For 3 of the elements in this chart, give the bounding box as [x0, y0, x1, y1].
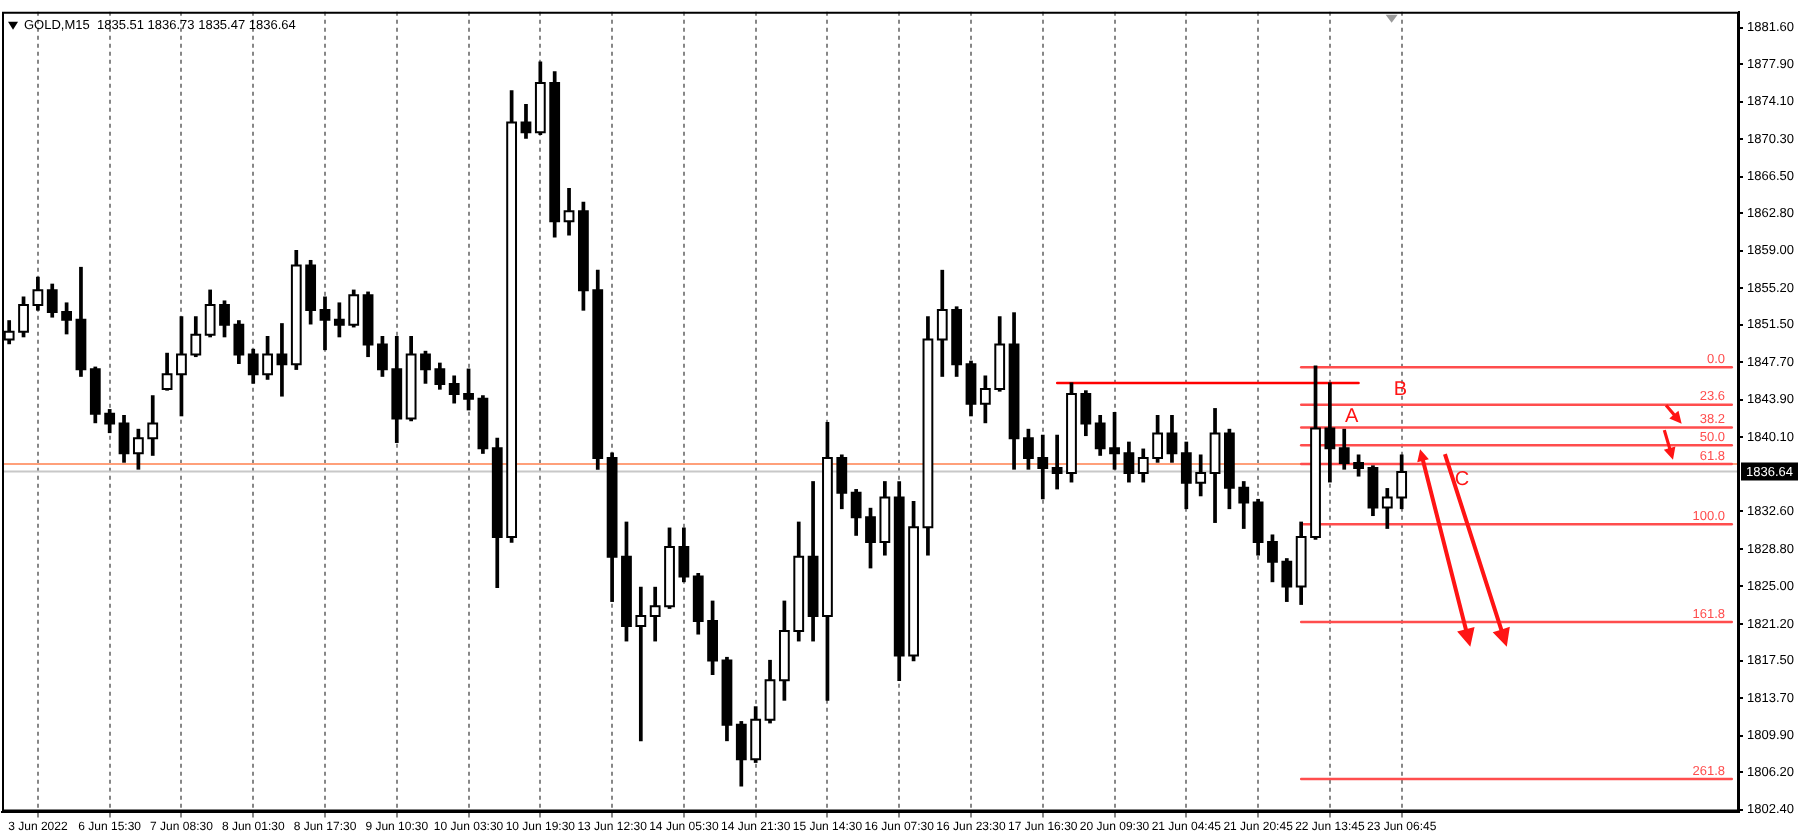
annotation: A — [1344, 405, 1359, 428]
annotation: B — [1393, 379, 1408, 402]
annotation: C — [1454, 469, 1470, 492]
